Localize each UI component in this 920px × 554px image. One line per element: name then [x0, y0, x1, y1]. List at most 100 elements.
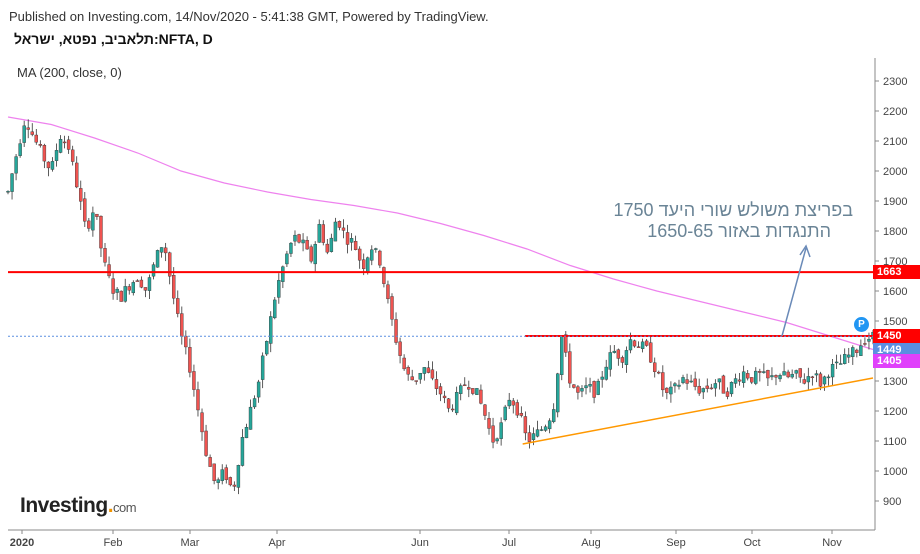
candle-up: [50, 161, 55, 170]
candle-up: [847, 354, 851, 358]
candle-up: [281, 266, 285, 282]
candle-down: [758, 371, 762, 373]
candle-up: [608, 352, 612, 370]
candle-up: [834, 361, 839, 364]
candle-down: [810, 376, 815, 379]
candle-up: [248, 406, 253, 430]
candle-down: [697, 385, 701, 394]
candle-down: [855, 349, 859, 353]
candle-down: [442, 395, 447, 399]
candle-down: [446, 398, 451, 409]
candle-down: [382, 267, 386, 284]
candle-down: [337, 221, 342, 228]
candle-down: [208, 457, 212, 467]
candle-up: [313, 244, 317, 265]
y-tick-label: 1900: [883, 196, 907, 208]
candle-down: [172, 275, 176, 299]
candle-down: [750, 377, 754, 383]
candle-down: [523, 416, 528, 434]
candle-up: [826, 376, 831, 379]
candle-up: [329, 237, 334, 252]
candle-up: [6, 191, 10, 193]
candle-down: [378, 250, 382, 266]
x-tick-label: Aug: [581, 537, 601, 549]
x-tick-label: Nov: [822, 537, 842, 549]
candle-up: [256, 381, 261, 398]
candle-up: [277, 280, 281, 298]
candle-down: [127, 286, 131, 291]
candle-down: [685, 379, 689, 384]
candle-up: [580, 388, 584, 392]
candle-up: [374, 248, 378, 250]
symbol-title: תלאביב, נפטא, ישראל:NFTA, D: [14, 31, 213, 47]
candle-up: [317, 224, 321, 243]
y-tick-label: 1300: [883, 376, 907, 388]
candle-up: [838, 363, 843, 365]
price-badge: 1405: [873, 353, 920, 368]
candle-up: [547, 420, 552, 430]
candle-up: [260, 355, 265, 380]
candle-up: [543, 426, 548, 431]
y-tick-label: 1500: [883, 316, 907, 328]
candle-up: [54, 150, 59, 161]
candle-down: [636, 346, 641, 348]
candle-up: [507, 399, 511, 407]
candle-up: [301, 239, 305, 244]
candle-down: [390, 296, 394, 320]
candle-down: [463, 384, 467, 386]
candle-down: [737, 379, 742, 382]
candle-down: [572, 384, 576, 388]
candle-down: [414, 380, 418, 382]
ma200-line: [7, 116, 874, 351]
candle-up: [220, 469, 224, 481]
candle-down: [143, 287, 148, 291]
candle-down: [519, 412, 524, 416]
candle-down: [774, 375, 778, 378]
candle-up: [806, 376, 811, 383]
candle-down: [83, 198, 87, 222]
candle-up: [264, 341, 269, 355]
candle-up: [131, 282, 136, 294]
candle-down: [75, 162, 79, 188]
candle-down: [568, 351, 572, 384]
candle-up: [867, 338, 871, 342]
candle-down: [345, 232, 350, 245]
candle-down: [309, 246, 313, 262]
candle-up: [289, 242, 293, 254]
candle-down: [786, 371, 790, 378]
candle-down: [167, 252, 172, 277]
candle-down: [426, 367, 431, 373]
candle-up: [741, 371, 746, 383]
x-tick-label: 2020: [10, 537, 34, 549]
candle-up: [640, 341, 645, 349]
candle-up: [681, 377, 685, 384]
candle-up: [531, 433, 536, 440]
x-tick-label: Oct: [743, 537, 760, 549]
candles-layer: [6, 119, 875, 495]
candle-up: [459, 385, 463, 394]
y-tick-label: 2300: [883, 76, 907, 88]
candle-down: [362, 259, 366, 269]
candle-up: [604, 366, 608, 380]
candle-up: [115, 288, 119, 293]
logo-suffix: com: [113, 500, 137, 515]
y-tick-label: 1700: [883, 256, 907, 268]
candle-up: [612, 350, 617, 353]
candle-down: [430, 369, 435, 379]
candle-down: [632, 340, 637, 347]
last-price-marker[interactable]: P: [854, 317, 869, 332]
candle-up: [689, 380, 693, 383]
candle-up: [123, 286, 127, 302]
y-tick-label: 1200: [883, 406, 907, 418]
candle-up: [58, 139, 63, 153]
candle-down: [483, 404, 487, 416]
price-badge: 1450: [873, 329, 920, 343]
candle-up: [14, 156, 18, 174]
candle-up: [669, 386, 673, 395]
candle-down: [321, 224, 325, 243]
y-tick-label: 1800: [883, 226, 907, 238]
candle-up: [18, 143, 22, 156]
candle-up: [333, 221, 338, 242]
candle-up: [293, 234, 297, 242]
